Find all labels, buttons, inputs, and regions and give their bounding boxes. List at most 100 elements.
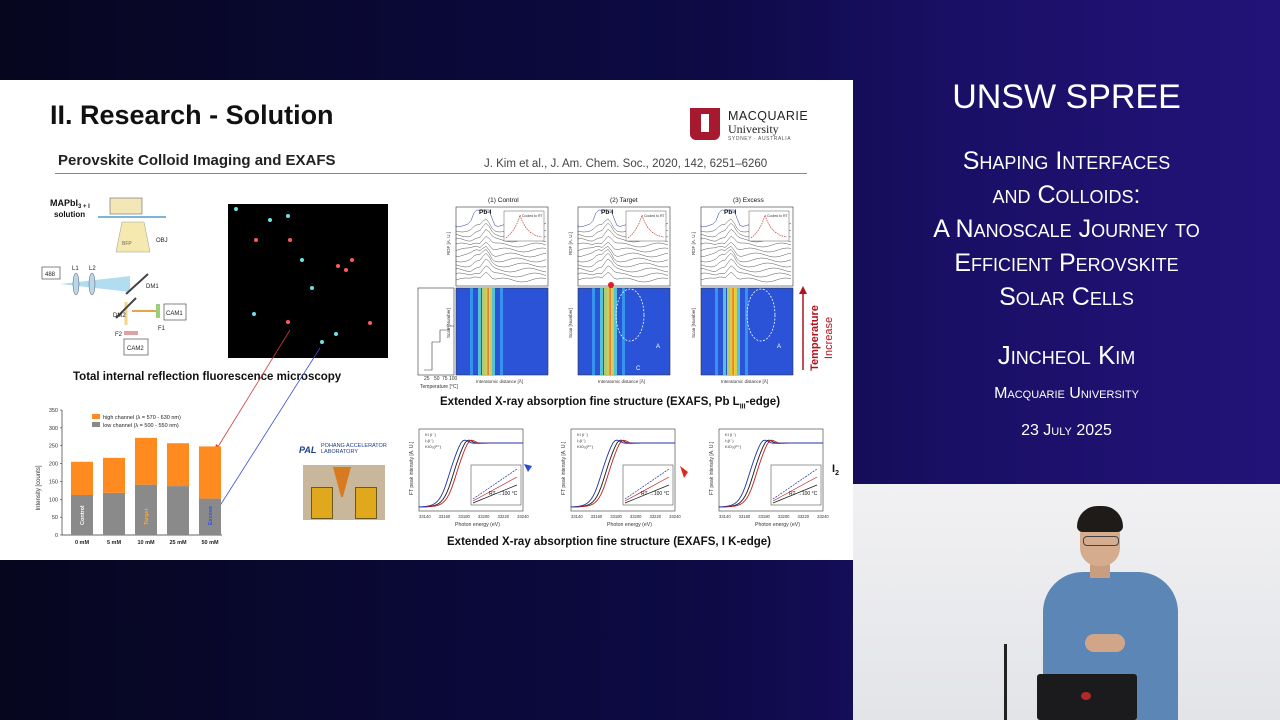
microphone-stand — [1004, 644, 1007, 720]
kedge-xtick: 33240 — [517, 514, 529, 519]
heatmap-band — [609, 288, 612, 375]
temp-label: Temperature [°C] — [420, 384, 458, 390]
rdf-curve — [700, 271, 792, 283]
temperature-label: Temperature — [809, 305, 821, 371]
x-tick-label: 50 mM — [201, 540, 219, 546]
temp-tick: 50 — [434, 376, 440, 382]
x-tick-label: 10 mM — [137, 540, 155, 546]
colloid-spot — [252, 312, 256, 316]
heatmap-band — [470, 288, 473, 375]
temp-tick: 100 — [449, 376, 458, 382]
solution-label-2: solution — [54, 210, 85, 219]
rdf-curve — [455, 241, 547, 253]
slide-subtitle: Perovskite Colloid Imaging and EXAFS — [58, 152, 336, 169]
heatmap-band — [723, 288, 726, 375]
rdf-curve — [455, 249, 547, 263]
kedge-xtick: 33140 — [719, 514, 731, 519]
i2-label: I2 — [832, 463, 839, 477]
bar-segment — [199, 498, 221, 535]
kedge-xtick: 33180 — [758, 514, 770, 519]
panel-title: (3) Excess — [733, 197, 764, 204]
peak-label: Pb-I — [724, 209, 736, 216]
x-tick-label: 5 mM — [107, 540, 121, 546]
y-tick-label: 0 — [55, 533, 58, 539]
kedge-legend: KI (I⁻) — [577, 432, 588, 437]
highlight-ellipse — [615, 288, 645, 342]
speaker-name: Jincheol Kim — [997, 340, 1136, 370]
y-tick-label: 250 — [49, 444, 58, 450]
heatmap-band — [500, 288, 503, 375]
heatmap-band — [592, 288, 595, 375]
legend-high: high channel (λ = 570 - 630 nm) — [103, 415, 181, 421]
rdf-curve — [700, 258, 792, 273]
peak-label: Pb-I — [601, 209, 613, 216]
blue-connector — [215, 347, 321, 513]
kedge-xlabel: Photon energy (eV) — [607, 522, 652, 528]
y-tick-label: 200 — [49, 462, 58, 468]
solution-label: MAPbI3 + I — [50, 198, 90, 210]
exafs-pb-caption: Extended X-ray absorption fine structure… — [440, 396, 781, 411]
annotation-a: A — [656, 344, 660, 350]
logo-name: MACQUARIE — [728, 109, 809, 123]
annotation-a: A — [777, 344, 781, 350]
rdf-curve — [577, 271, 669, 283]
l1-label: L1 — [72, 266, 79, 272]
heatmap-band — [611, 288, 614, 375]
y-tick-label: 50 — [52, 515, 58, 521]
bar-segment — [167, 443, 189, 487]
colloid-spot — [368, 321, 372, 325]
kedge-legend: I₃(I⁻) — [725, 438, 734, 443]
colloid-spot — [320, 340, 324, 344]
heatmap-xlabel: Interatomic distance [Å] — [476, 378, 523, 384]
kedge-xtick: 33220 — [649, 514, 661, 519]
logo-sub: University — [728, 122, 779, 136]
colloid-spot — [268, 218, 272, 222]
kedge-xtick: 33240 — [669, 514, 681, 519]
heatmap-band — [614, 288, 617, 375]
highlight-ellipse — [746, 288, 776, 342]
pal-text: POHANG ACCELERATOR LABORATORY — [321, 443, 387, 455]
rdf-curve — [455, 245, 547, 258]
presentation-slide: II. Research - Solution Perovskite Collo… — [0, 80, 853, 560]
kedge-legend: KIO₃(I⁵⁺) — [725, 444, 742, 449]
kedge-xtick: 33200 — [478, 514, 490, 519]
heatmap-band — [482, 288, 485, 375]
macquarie-logo: MACQUARIE University SYDNEY · AUSTRALIA — [690, 106, 810, 142]
y-tick-label: 350 — [49, 408, 58, 414]
shield-icon — [690, 108, 720, 140]
tirf-schematic: MAPbI3 + I solution OBJ BFP 488 L1 L2 DM… — [41, 197, 187, 356]
bar-segment — [103, 457, 125, 493]
laptop-logo-icon — [1081, 692, 1091, 700]
heatmap-band — [727, 288, 730, 375]
kedge-legend: KI (I⁻) — [725, 432, 736, 437]
heatmap-band — [622, 288, 625, 375]
marker-icon — [608, 282, 614, 288]
rdf-curve — [455, 235, 547, 248]
rdf-curve — [577, 265, 669, 278]
talk-date: 23 July 2025 — [1021, 422, 1112, 439]
bar-annotation: Control — [80, 505, 86, 525]
legend-swatch-high — [92, 414, 100, 419]
exafs-i-figure: KI (I⁻)I₃(I⁻)KIO₃(I⁵⁺)RT →100 °CFT peak … — [409, 428, 839, 528]
bar-segment — [103, 492, 125, 535]
colloid-spot — [334, 332, 338, 336]
heatmap-band — [734, 288, 737, 375]
lens-l2 — [88, 272, 96, 296]
talk-title-line: Solar Cells — [999, 283, 1134, 311]
inset-line — [772, 484, 818, 504]
slide-title: II. Research - Solution — [50, 100, 334, 130]
heatmap-band — [485, 288, 488, 375]
inset-label: RT →100 °C — [489, 491, 518, 497]
kedge-xtick: 33140 — [571, 514, 583, 519]
heatmap-band — [487, 288, 490, 375]
rdf-curve — [455, 265, 547, 278]
event-title: UNSW SPREE — [952, 78, 1181, 116]
kedge-xtick: 33160 — [591, 514, 603, 519]
x-tick-label: 25 mM — [169, 540, 187, 546]
heatmap-band — [607, 288, 610, 375]
talk-title-line: and Colloids: — [992, 181, 1141, 209]
kedge-legend: I₃(I⁻) — [425, 438, 434, 443]
f2-label: F2 — [115, 332, 123, 338]
kedge-xtick: 33240 — [817, 514, 829, 519]
temperature-frame — [417, 287, 455, 376]
